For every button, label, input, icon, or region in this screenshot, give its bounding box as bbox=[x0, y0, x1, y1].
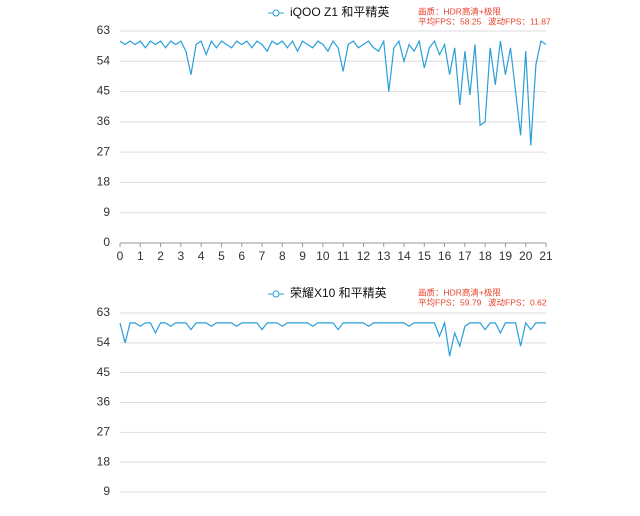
y-tick-label: 36 bbox=[97, 395, 111, 409]
y-tick-label: 45 bbox=[97, 84, 111, 98]
y-tick-label: 9 bbox=[103, 484, 110, 498]
series-line bbox=[119, 320, 546, 357]
y-tick-label: 27 bbox=[97, 144, 111, 158]
x-tick-label: 13 bbox=[377, 249, 391, 263]
y-tick-label: 63 bbox=[97, 305, 111, 319]
annotation: 平均FPS：58.25 bbox=[418, 16, 482, 26]
legend-label: iQOO Z1 和平精英 bbox=[290, 5, 389, 19]
annotation: 波动FPS：11.87 bbox=[488, 16, 551, 26]
x-tick-label: 5 bbox=[218, 249, 225, 263]
annotation: 波动FPS：0.62 bbox=[488, 297, 547, 307]
y-tick-label: 63 bbox=[97, 23, 111, 37]
annotation: 平均FPS：59.79 bbox=[418, 297, 482, 307]
x-tick-label: 19 bbox=[499, 249, 513, 263]
x-tick-label: 7 bbox=[259, 249, 266, 263]
x-tick-label: 10 bbox=[316, 249, 330, 263]
x-tick-label: 8 bbox=[279, 249, 286, 263]
x-tick-label: 4 bbox=[198, 249, 205, 263]
y-tick-label: 18 bbox=[97, 175, 111, 189]
x-tick-label: 6 bbox=[238, 249, 245, 263]
x-tick-label: 11 bbox=[337, 249, 350, 263]
x-tick-label: 3 bbox=[178, 249, 185, 263]
annotation: 画质：HDR高清+极限 bbox=[418, 287, 501, 297]
y-tick-label: 54 bbox=[97, 335, 111, 349]
x-tick-label: 15 bbox=[418, 249, 432, 263]
y-tick-label: 45 bbox=[97, 365, 111, 379]
x-tick-label: 17 bbox=[458, 249, 472, 263]
y-tick-label: 36 bbox=[97, 114, 111, 128]
x-tick-label: 9 bbox=[299, 249, 306, 263]
x-tick-label: 2 bbox=[157, 249, 164, 263]
y-tick-label: 0 bbox=[103, 235, 110, 249]
y-tick-label: 18 bbox=[97, 454, 111, 468]
x-tick-label: 0 bbox=[117, 249, 124, 263]
legend-marker bbox=[272, 9, 280, 17]
legend-marker bbox=[272, 290, 280, 298]
series-line bbox=[119, 38, 547, 146]
x-tick-label: 16 bbox=[438, 249, 452, 263]
annotation: 画质：HDR高清+极限 bbox=[418, 6, 501, 16]
x-tick-label: 14 bbox=[397, 249, 411, 263]
x-tick-label: 12 bbox=[357, 249, 371, 263]
x-tick-label: 1 bbox=[137, 249, 144, 263]
x-tick-label: 18 bbox=[478, 249, 492, 263]
y-tick-label: 27 bbox=[97, 425, 111, 439]
y-tick-label: 54 bbox=[97, 53, 111, 67]
x-tick-label: 21 bbox=[539, 249, 553, 263]
y-tick-label: 9 bbox=[103, 205, 110, 219]
x-tick-label: 20 bbox=[519, 249, 533, 263]
legend-label: 荣耀X10 和平精英 bbox=[290, 286, 387, 300]
